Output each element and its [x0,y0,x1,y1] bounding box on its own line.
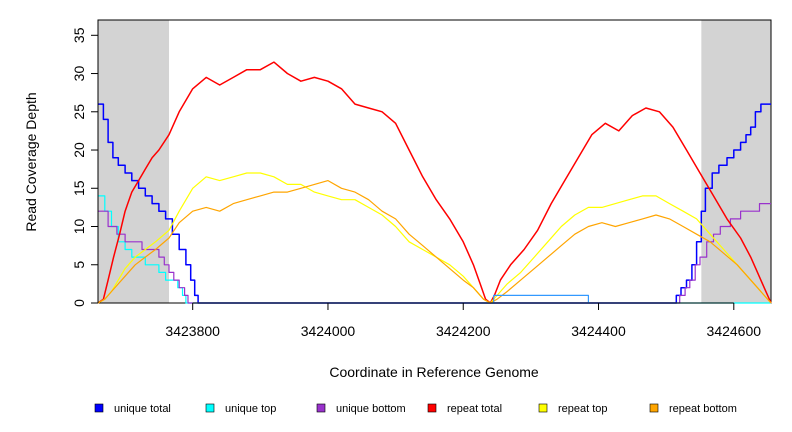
legend-item-unique-top: unique top [205,403,276,415]
series-line-unique-top [98,195,771,304]
legend-swatch [316,403,326,413]
legend-label: repeat total [447,403,502,415]
plot-frame [97,19,772,304]
legend-item-repeat-total: repeat total [427,403,502,415]
legend-swatch [427,403,437,413]
legend-label: repeat top [558,403,608,415]
y-tick-label: 35 [71,27,87,43]
shaded-region-1 [98,20,170,303]
legend-swatch [94,403,104,413]
legend-swatch [538,403,548,413]
x-tick-label: 3424600 [707,323,762,339]
legend-label: repeat bottom [669,403,737,415]
shaded-region-2 [701,20,771,303]
legend: unique total unique top unique bottom repea… [94,403,737,415]
legend-label: unique top [225,403,276,415]
series-line-repeat-total [97,61,772,304]
y-axis-label: Read Coverage Depth [23,92,39,231]
shaded-regions [98,20,771,303]
y-tick-label: 5 [71,261,87,269]
series-line-repeat-bottom [97,180,772,304]
legend-item-unique-total: unique total [94,403,171,415]
x-axis-label: Coordinate in Reference Genome [329,364,539,380]
y-tick-label: 30 [71,66,87,82]
series-line-baseline [483,294,589,304]
legend-item-unique-bottom: unique bottom [316,403,406,415]
y-tick-label: 15 [71,180,87,196]
legend-item-repeat-top: repeat top [538,403,608,415]
legend-swatch [205,403,215,413]
y-tick-label: 20 [71,142,87,158]
y-tick-label: 10 [71,219,87,235]
y-tick-label: 0 [71,299,87,307]
x-tick-label: 3424000 [301,323,356,339]
x-tick-label: 3424200 [436,323,491,339]
legend-item-repeat-bottom: repeat bottom [649,403,737,415]
series-layer [97,61,772,304]
legend-label: unique total [114,403,171,415]
y-tick-label: 25 [71,104,87,120]
x-tick-label: 3423800 [165,323,220,339]
legend-swatch [649,403,659,413]
x-axis: 3423800 3424000 3424200 3424400 3424600 [165,302,762,339]
y-axis: 0 5 10 15 20 25 30 35 [71,27,99,307]
legend-label: unique bottom [336,403,406,415]
series-line-repeat-top [97,172,772,304]
x-tick-label: 3424400 [571,323,626,339]
series-line-unique-bottom [98,203,771,304]
